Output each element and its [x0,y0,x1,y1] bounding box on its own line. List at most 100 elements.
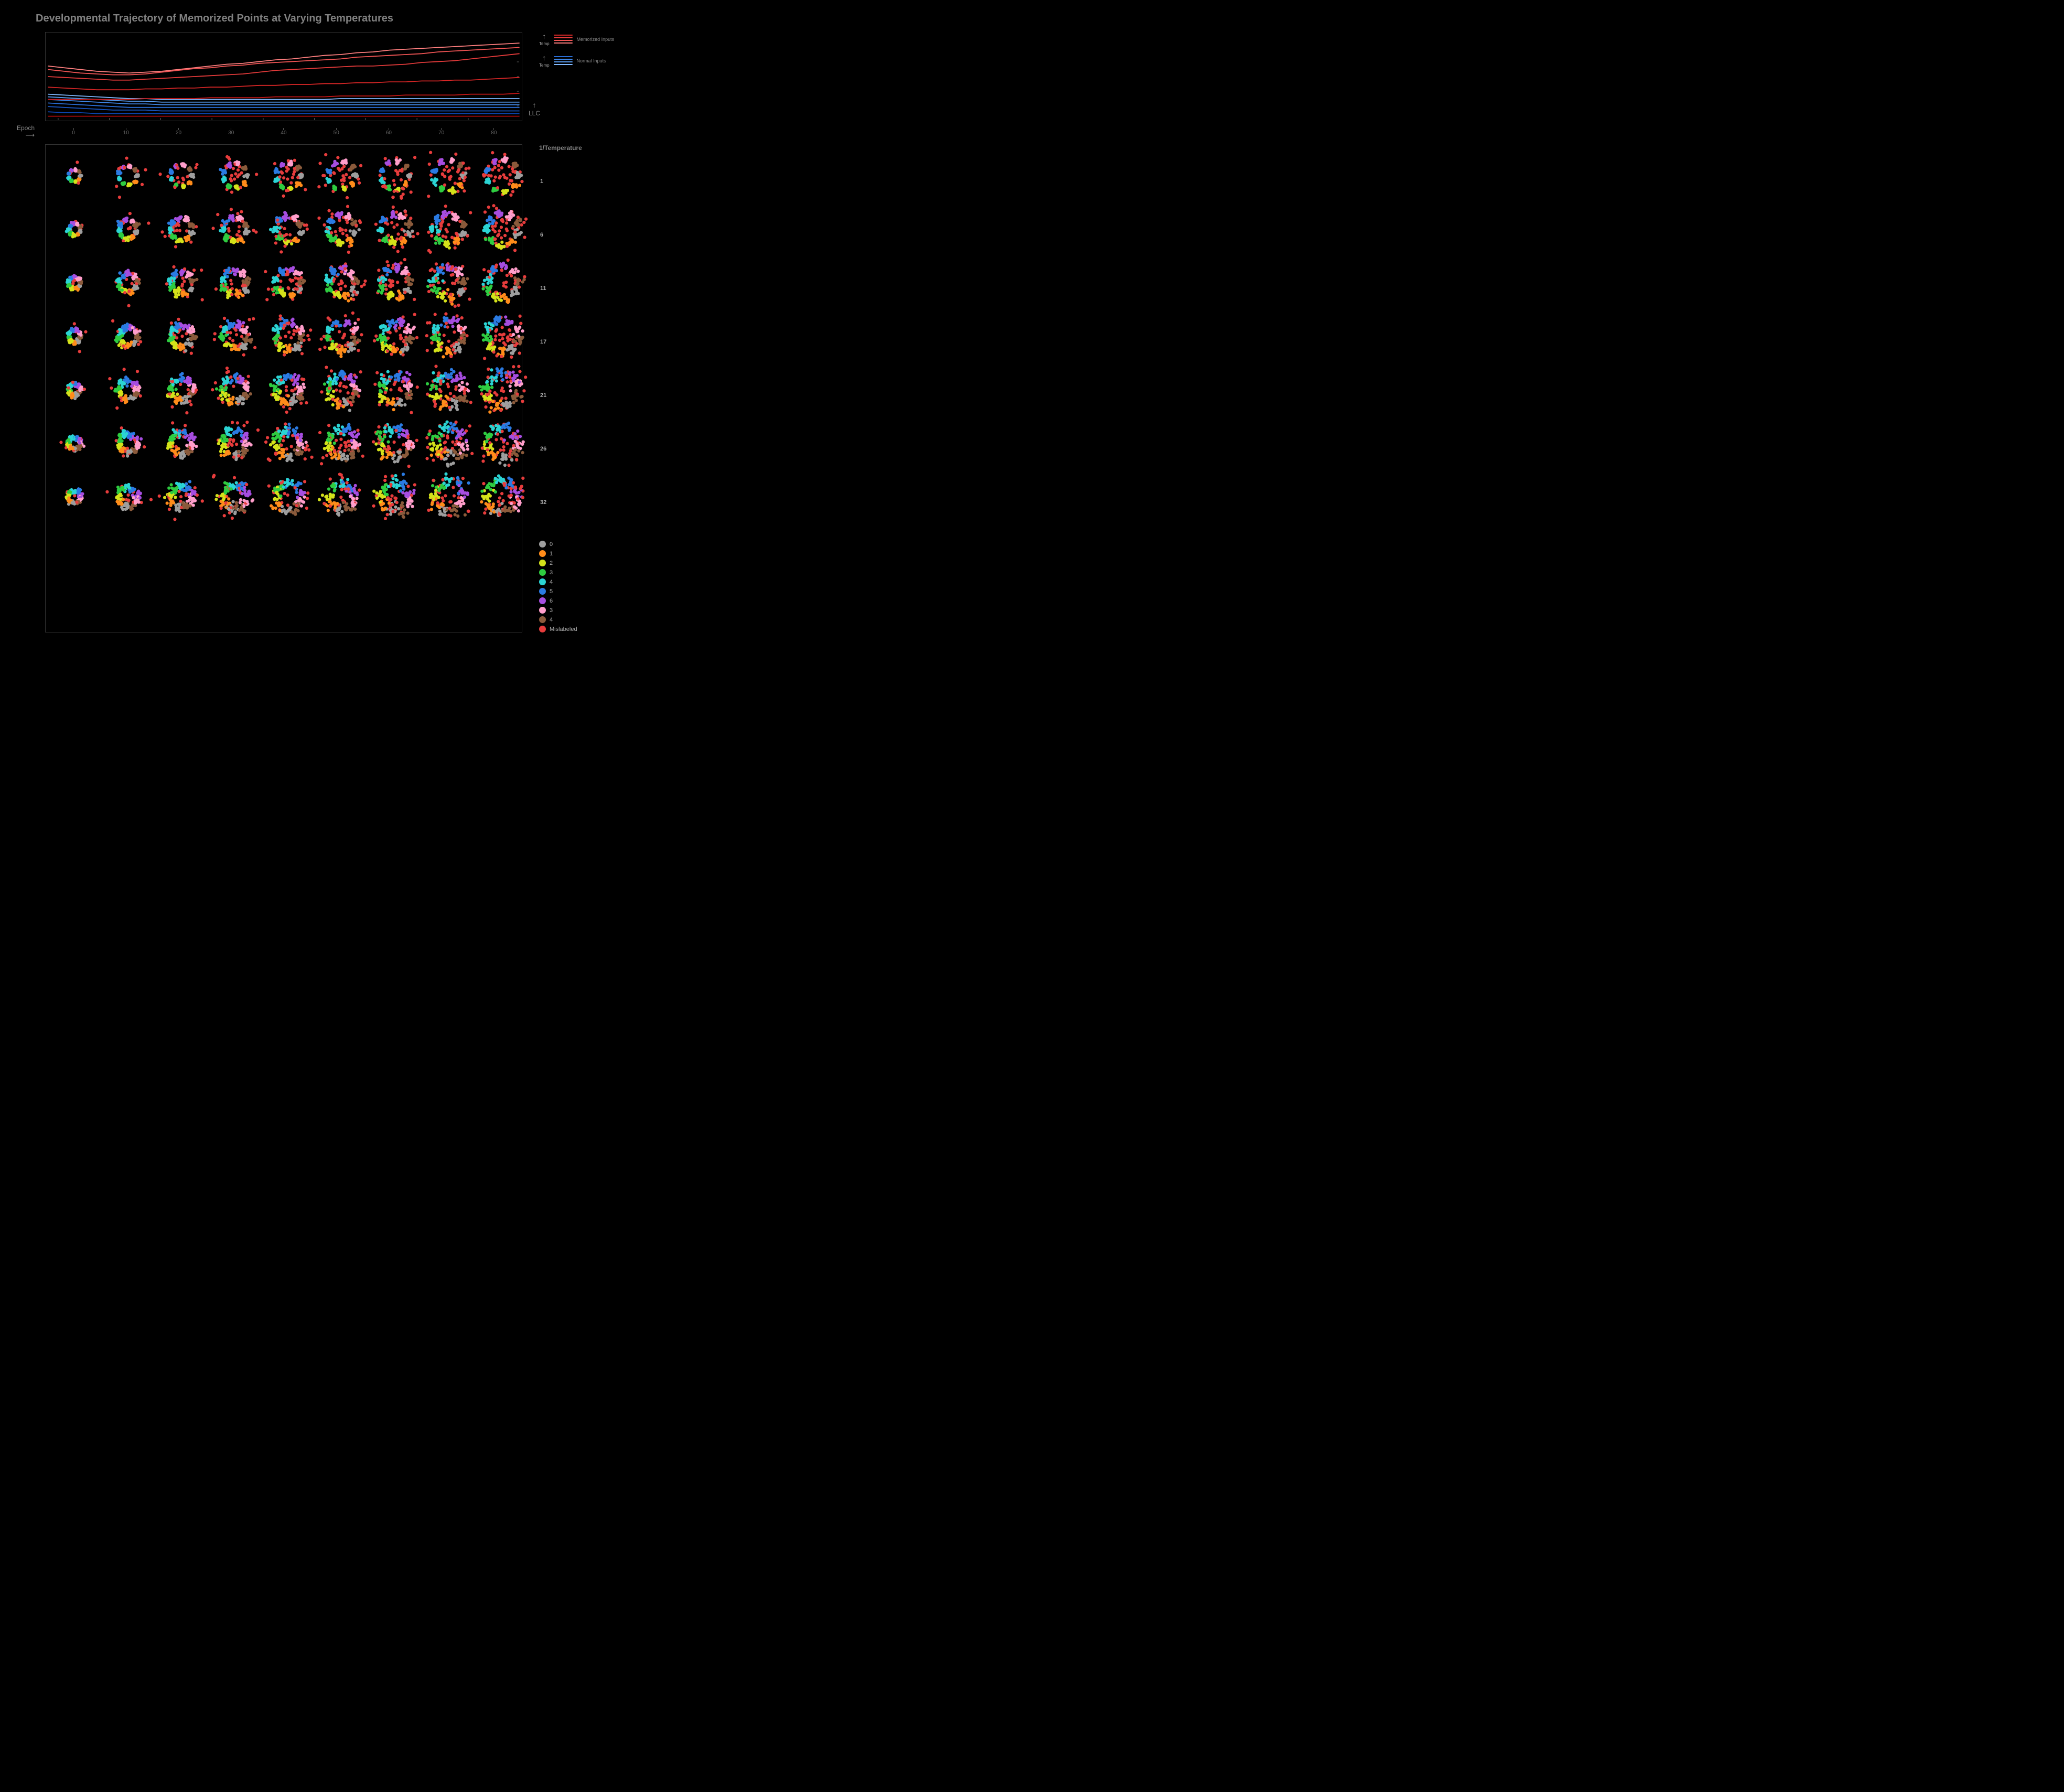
row-label: 32 [539,476,637,529]
scatter-grid [49,150,519,522]
scatter-cell [49,471,100,522]
class-legend-item: 6 [539,597,637,604]
scatter-cell [370,417,421,469]
temp-legend-wrap: ↑ Temp Memorized Inputs ↑ Temp Normal In… [532,32,637,121]
scatter-cell [370,203,421,255]
scatter-cell [102,310,154,362]
temp-up-arrow-icon: ↑ [542,32,547,40]
class-legend-label: 5 [550,588,553,595]
class-legend: 012345634Mislabeled [539,541,637,632]
legend-line [554,35,573,36]
legend-line [554,37,573,38]
epoch-tick-labels: 01020304050607080 [45,128,522,136]
scatter-cell [263,417,314,469]
class-legend-item: 4 [539,578,637,585]
legend-memorized: ↑ Temp Memorized Inputs [539,32,637,46]
scatter-cell [102,150,154,201]
class-legend-label: 3 [550,607,553,614]
scatter-cell [49,257,100,308]
scatter-cell [477,203,528,255]
epoch-tick: 50 [310,128,362,136]
class-legend-item: 0 [539,541,637,548]
scatter-cell [156,257,207,308]
scatter-cell [370,257,421,308]
epoch-right-arrow-icon: ⟶ [24,132,35,139]
scatter-cell [370,150,421,201]
scatter-cell [156,150,207,201]
class-legend-label: 0 [550,541,553,548]
scatter-cell [49,310,100,362]
scatter-cell [423,257,475,308]
scatter-cell [209,257,261,308]
legend-line [554,40,573,41]
class-legend-label: 4 [550,579,553,585]
scatter-cell [316,257,368,308]
scatter-cell [316,203,368,255]
epoch-tick: 70 [415,128,468,136]
scatter-cell [49,203,100,255]
scatter-cell [423,203,475,255]
epoch-tick: 80 [468,128,520,136]
scatter-cell [156,310,207,362]
legend-line [554,64,573,65]
x-axis-label-epoch: Epoch ⟶ [9,124,36,139]
scatter-cell [49,150,100,201]
scatter-cell [423,150,475,201]
scatter-cell [263,203,314,255]
llc-line-chart-svg [45,32,522,121]
temp-caption-norm: Temp [539,63,550,68]
row-label: 1 [539,155,637,208]
llc-up-arrow-icon: ↑ [532,101,536,109]
epoch-tick: 60 [362,128,415,136]
scatter-cell [49,417,100,469]
scatter-cell [263,471,314,522]
line-series [48,43,519,73]
class-dot-icon [539,607,546,614]
scatter-cell [316,471,368,522]
scatter-cell [477,310,528,362]
page-layout: ↑ LLC ↑ Temp Memorized Inputs ↑ Temp Nor… [9,32,2055,632]
class-dot-icon [539,616,546,623]
class-legend-item: 1 [539,550,637,557]
class-legend-label: 4 [550,617,553,623]
scatter-cell [477,364,528,415]
scatter-cell [102,471,154,522]
mem-legend-lines [554,35,573,44]
scatter-cell [477,471,528,522]
epoch-tick: 30 [205,128,257,136]
scatter-cell [423,417,475,469]
scatter-cell [263,257,314,308]
line-series [48,53,519,80]
legend-line [554,59,573,60]
class-legend-item: 3 [539,607,637,614]
scatter-cell [316,417,368,469]
class-dot-icon [539,569,546,576]
row-label: 6 [539,208,637,262]
right-column: 1/Temperature 161117212632 012345634Misl… [532,144,637,632]
scatter-grid-panel [45,144,522,632]
epoch-axis-row: Epoch ⟶ 01020304050607080 [9,121,637,139]
scatter-cell [263,364,314,415]
class-legend-label: 2 [550,560,553,566]
invtemp-title: 1/Temperature [539,144,637,152]
scatter-cell [263,150,314,201]
legend-normal: ↑ Temp Normal Inputs [539,53,637,68]
scatter-cell [102,364,154,415]
scatter-cell [263,310,314,362]
scatter-cell [316,150,368,201]
class-legend-label: 6 [550,598,553,604]
scatter-cell [156,364,207,415]
scatter-cell [477,417,528,469]
scatter-cell [370,364,421,415]
page-title: Developmental Trajectory of Memorized Po… [36,13,2055,25]
scatter-cell [102,417,154,469]
scatter-cell [477,257,528,308]
epoch-tick: 10 [100,128,152,136]
line-series [48,78,519,90]
class-legend-item: 2 [539,560,637,566]
class-legend-label: 3 [550,570,553,576]
legend-line [554,42,573,44]
y-axis-label-llc: ↑ LLC [529,101,540,117]
class-dot-icon [539,588,546,595]
scatter-cell [316,364,368,415]
